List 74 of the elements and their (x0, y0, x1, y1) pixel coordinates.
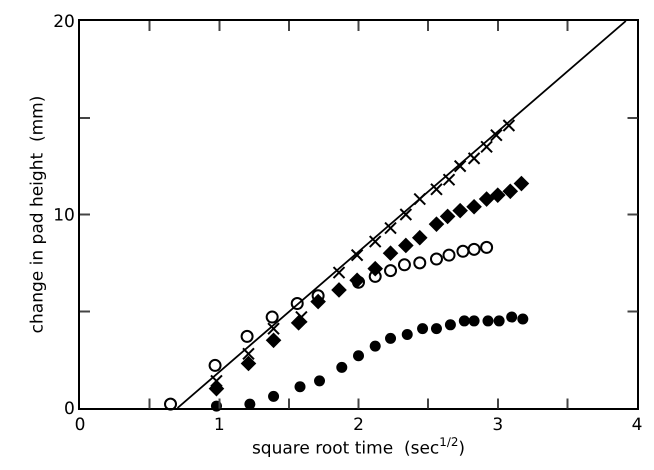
point (430, 182, 443, 196)
y-tick-label: 0 (64, 398, 75, 419)
point (468, 242, 481, 256)
point (494, 315, 505, 326)
point (331, 282, 347, 298)
point (402, 328, 413, 340)
point (428, 216, 444, 232)
point (368, 235, 382, 248)
point (266, 310, 279, 324)
point (502, 183, 518, 200)
point (382, 245, 398, 261)
x-tick-label: 2 (353, 415, 364, 436)
point (442, 248, 456, 262)
point (240, 356, 256, 372)
point (466, 198, 482, 215)
point (456, 244, 470, 258)
point (480, 240, 494, 254)
point (506, 312, 518, 323)
point (442, 173, 456, 186)
point (352, 276, 365, 289)
y-tick-label: 20 (53, 12, 75, 32)
point (490, 187, 506, 203)
y-tick-label: 10 (53, 205, 75, 226)
point (164, 398, 178, 411)
point (482, 315, 494, 326)
point (370, 340, 381, 352)
point (294, 310, 308, 324)
point (478, 191, 494, 207)
point (268, 390, 280, 402)
point (267, 322, 280, 336)
point (314, 375, 326, 386)
point (290, 315, 306, 331)
x-tick-label: 4 (632, 415, 642, 436)
point (517, 313, 528, 324)
point (468, 315, 480, 326)
point (210, 374, 223, 388)
point (452, 202, 468, 218)
point (208, 380, 224, 396)
point (294, 381, 306, 392)
point (444, 319, 456, 330)
x-tick-label: 1 (214, 415, 225, 436)
point (490, 128, 503, 142)
point (385, 332, 396, 344)
point (398, 238, 414, 254)
point (208, 358, 222, 372)
point (458, 315, 470, 326)
point (266, 332, 282, 348)
point (413, 192, 426, 206)
x-axis-title: square root time (sec$^{1/2}$) (252, 435, 466, 458)
point (332, 266, 346, 280)
y-axis-title: change in pad height (mm) (27, 96, 48, 334)
point (417, 323, 428, 334)
point (480, 140, 494, 154)
point (398, 258, 411, 272)
x-tick-label: 3 (492, 415, 504, 436)
point (412, 230, 428, 246)
point (454, 160, 467, 173)
point (368, 270, 382, 283)
point (413, 256, 426, 270)
point (430, 323, 442, 334)
point (399, 208, 412, 221)
point (430, 252, 443, 266)
point (350, 248, 364, 262)
point (290, 297, 304, 310)
point (240, 330, 254, 343)
point (384, 222, 398, 235)
point (468, 152, 481, 165)
point (384, 264, 398, 278)
point (353, 350, 364, 362)
point (336, 362, 348, 373)
point (514, 176, 530, 192)
point (440, 208, 456, 224)
point (502, 118, 516, 132)
point (242, 347, 255, 360)
